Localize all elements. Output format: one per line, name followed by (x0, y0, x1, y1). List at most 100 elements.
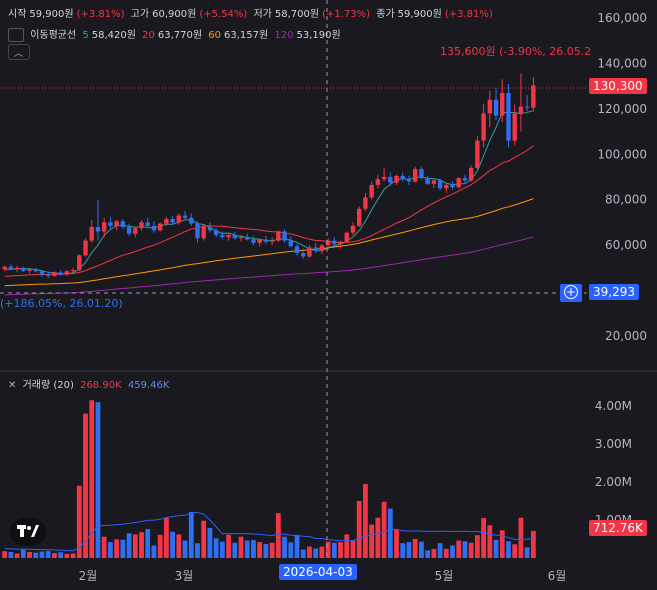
candle-body (108, 222, 113, 226)
volume-bar (288, 542, 294, 558)
volume-bar (151, 545, 157, 558)
ma5-value: 58,420원 (91, 30, 136, 41)
volume-bar (462, 541, 468, 558)
ma20-line (4, 145, 534, 277)
candle-body (120, 221, 126, 227)
volume-bar (33, 552, 39, 558)
volume-bar (524, 547, 530, 558)
volume-bar (219, 541, 225, 558)
candle-body (14, 267, 20, 269)
candle-body (164, 219, 169, 224)
candle-body (276, 231, 281, 241)
volume-bar (269, 542, 275, 558)
volume-legend: ✕ 거래량 (20) 268.90K 459.46K (8, 376, 172, 391)
candle-body (431, 180, 437, 184)
volume-bar (176, 534, 182, 558)
volume-bar (400, 543, 406, 558)
candle-body (301, 253, 306, 257)
collapse-legend-button[interactable]: ︿ (8, 44, 30, 60)
volume-bar (506, 541, 511, 558)
volume-bar (468, 542, 474, 558)
candle-body (95, 226, 101, 232)
crosshair-date-tag: 2026-04-03 (279, 564, 357, 580)
volume-bar (108, 542, 113, 558)
volume-bar (406, 542, 412, 558)
volume-bar (244, 540, 250, 558)
volume-bar (412, 539, 418, 558)
candle-body (2, 266, 7, 269)
ma20-period: 20 (142, 30, 155, 41)
volume-bar (39, 551, 45, 558)
volume-bar (157, 534, 163, 558)
candle-body (531, 85, 536, 108)
ma120-value: 53,190원 (296, 30, 341, 41)
candle-body (462, 178, 468, 181)
candle-body (493, 99, 499, 116)
volume-bar (8, 551, 14, 558)
low-label: 저가 (253, 9, 272, 20)
candle-body (481, 113, 486, 141)
candle-body (33, 268, 38, 272)
candle-body (475, 140, 480, 168)
moving-average-lines (4, 110, 534, 296)
axes: 160,000 140,000 120,000 100,000 80,000 60,000… (79, 11, 647, 583)
open-pct: (+3.81%) (76, 9, 125, 20)
candle-body (145, 222, 150, 226)
volume-bar (313, 548, 319, 558)
candle-body (357, 208, 362, 226)
volume-bar (213, 538, 219, 558)
candle-body (114, 221, 119, 226)
candle-body (8, 266, 14, 269)
price-tick-label: 20,000 (605, 329, 647, 343)
volume-bar (139, 532, 144, 558)
close-value: 59,900원 (397, 9, 442, 20)
volume-bar (481, 518, 486, 558)
volume-bar (450, 545, 455, 558)
tradingview-logo[interactable] (10, 518, 46, 546)
price-tick-label: 160,000 (597, 11, 647, 25)
candle-body (313, 247, 318, 251)
visibility-toggle-icon[interactable] (8, 28, 24, 42)
volume-bar (2, 551, 8, 558)
volume-bar (163, 518, 169, 558)
ma60-period: 60 (208, 30, 221, 41)
volume-bar (83, 413, 88, 558)
volume-bar (394, 529, 399, 558)
volume-bar (170, 531, 175, 558)
volume-title: 거래량 (20) (22, 380, 74, 391)
volume-bar (381, 501, 387, 558)
volume-bar (456, 540, 462, 558)
candle-body (406, 179, 412, 182)
volume-tick-label: 2.00M (595, 475, 632, 489)
candle-body (126, 226, 132, 234)
candle-body (257, 239, 262, 243)
candle-body (64, 271, 70, 275)
open-value: 59,900원 (29, 9, 74, 20)
volume-tick-label: 4.00M (595, 399, 632, 413)
price-tick-label: 120,000 (597, 102, 647, 116)
candle-body (319, 245, 325, 251)
close-icon[interactable]: ✕ (8, 380, 17, 391)
candle-body (58, 272, 63, 275)
candle-body (524, 106, 530, 108)
volume-value-1: 268.90K (80, 380, 122, 391)
add-alert-button[interactable]: + (560, 284, 582, 302)
candle-body (294, 246, 300, 254)
volume-bar (14, 553, 20, 558)
price-tick-label: 140,000 (597, 56, 647, 70)
volume-bar (487, 525, 493, 558)
candle-body (226, 234, 231, 238)
volume-bar (182, 540, 188, 558)
volume-bar (369, 524, 375, 558)
high-pct: (+5.54%) (199, 9, 248, 20)
ma20-value: 63,770원 (157, 30, 203, 41)
candle-body (176, 215, 182, 223)
ma120-line (4, 236, 534, 296)
volume-bar (232, 542, 238, 558)
candle-body (39, 271, 45, 275)
candle-body (89, 226, 94, 241)
volume-bar (356, 501, 362, 558)
price-tick-label: 60,000 (605, 238, 647, 252)
volume-bar (294, 534, 300, 558)
